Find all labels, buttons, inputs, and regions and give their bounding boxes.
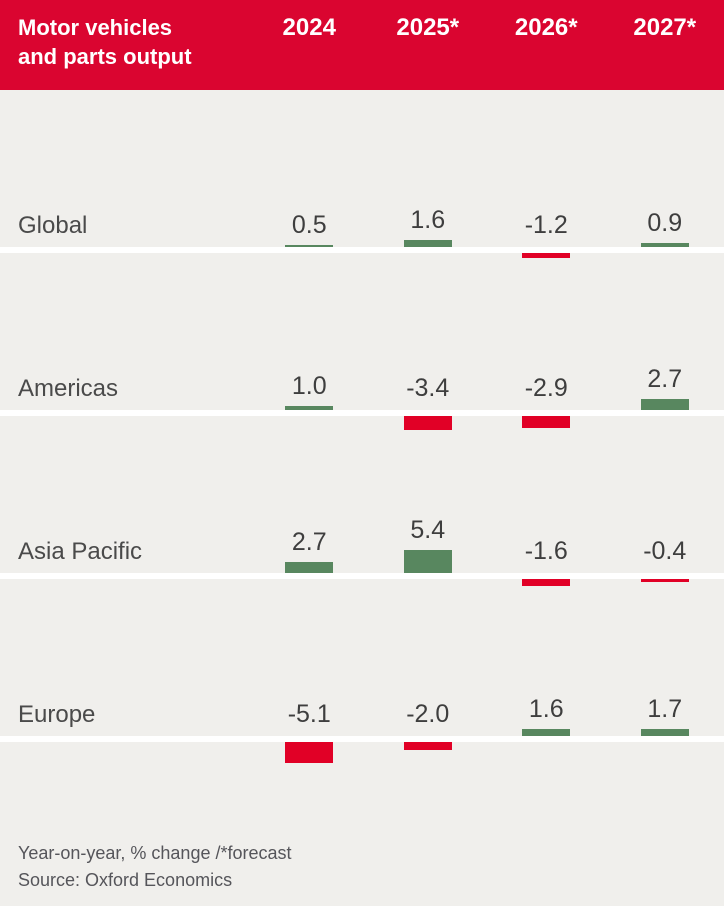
value-cell: -1.6 xyxy=(487,416,606,586)
negative-bar xyxy=(403,416,452,431)
chart-footer: Year-on-year, % change /*forecast Source… xyxy=(18,840,292,894)
region-cells: 1.0 -3.4 -2.9 2.7 xyxy=(250,253,724,431)
value-label: -5.1 xyxy=(287,700,331,728)
value-cell: 1.6 xyxy=(487,579,606,742)
region-cells: -5.1 -2.0 1.6 1.7 xyxy=(250,579,724,764)
value-label: 1.6 xyxy=(528,695,564,724)
column-header: 2027* xyxy=(633,14,697,41)
value-label: 1.0 xyxy=(291,371,327,400)
positive-bar xyxy=(285,561,334,573)
value-label: -2.9 xyxy=(524,374,568,402)
value-cell: 0.5 xyxy=(250,90,369,253)
value-label: 2.7 xyxy=(647,364,683,393)
positive-bar xyxy=(285,244,334,247)
positive-bar xyxy=(522,729,571,736)
column-header: 2025* xyxy=(396,14,460,41)
chart-header: Motor vehicles and parts output 2024 2025… xyxy=(0,0,724,90)
chart-title: Motor vehicles and parts output xyxy=(0,0,250,71)
chart-body: Global 0.5 1.6 -1.2 0.9 Americas 1.0 -3.4 -2.9 2.… xyxy=(0,90,724,764)
value-cell: -2.9 xyxy=(487,253,606,429)
value-label: 2.7 xyxy=(291,527,327,556)
zero-baseline xyxy=(0,247,724,253)
value-label: 5.4 xyxy=(410,516,446,545)
value-label: 0.9 xyxy=(647,209,683,238)
region-row: Global 0.5 1.6 -1.2 0.9 xyxy=(0,90,724,259)
chart-title-line1: Motor vehicles xyxy=(18,15,173,40)
column-headers: 2024 2025* 2026* 2027* xyxy=(250,0,724,42)
zero-baseline xyxy=(0,736,724,742)
region-cells: 0.5 1.6 -1.2 0.9 xyxy=(250,90,724,259)
value-label: 0.5 xyxy=(291,210,327,239)
value-label: -1.2 xyxy=(524,211,568,239)
value-label: 1.6 xyxy=(410,206,446,235)
positive-bar xyxy=(403,550,452,573)
column-header: 2024 xyxy=(282,14,336,41)
value-label: -0.4 xyxy=(643,537,687,565)
value-cell: 1.6 xyxy=(369,90,488,253)
column-header: 2026* xyxy=(514,14,578,41)
negative-bar xyxy=(522,416,571,429)
value-label: -2.0 xyxy=(406,700,450,728)
negative-bar xyxy=(522,253,571,259)
value-label: -3.4 xyxy=(406,374,450,402)
chart-title-line2: and parts output xyxy=(18,44,192,69)
negative-bar xyxy=(285,742,334,764)
value-cell: 2.7 xyxy=(250,416,369,579)
positive-bar xyxy=(285,405,334,410)
value-cell: 1.0 xyxy=(250,253,369,416)
value-cell: -3.4 xyxy=(369,253,488,431)
positive-bar xyxy=(640,243,689,247)
value-cell: 0.9 xyxy=(606,90,724,253)
negative-bar xyxy=(522,579,571,586)
value-cell: -0.4 xyxy=(606,416,724,582)
region-label: Americas xyxy=(18,375,119,402)
value-cell: 2.7 xyxy=(606,253,724,416)
zero-baseline xyxy=(0,410,724,416)
region-label: Global xyxy=(18,212,88,239)
value-cell: -5.1 xyxy=(250,579,369,764)
positive-bar xyxy=(403,240,452,247)
value-label: 1.7 xyxy=(647,694,683,723)
region-row: Europe -5.1 -2.0 1.6 1.7 xyxy=(0,579,724,764)
positive-bar xyxy=(640,728,689,736)
value-label: -1.6 xyxy=(524,537,568,565)
region-label: Europe xyxy=(18,701,96,728)
negative-bar xyxy=(640,579,689,582)
region-cells: 2.7 5.4 -1.6 -0.4 xyxy=(250,416,724,586)
negative-bar xyxy=(403,742,452,751)
region-row: Americas 1.0 -3.4 -2.9 2.7 xyxy=(0,253,724,431)
positive-bar xyxy=(640,398,689,410)
value-cell: 5.4 xyxy=(369,416,488,579)
value-cell: -1.2 xyxy=(487,90,606,259)
region-row: Asia Pacific 2.7 5.4 -1.6 -0.4 xyxy=(0,416,724,586)
chart-note: Year-on-year, % change /*forecast xyxy=(18,843,292,863)
value-cell: 1.7 xyxy=(606,579,724,742)
chart-source: Source: Oxford Economics xyxy=(18,870,233,890)
value-cell: -2.0 xyxy=(369,579,488,751)
region-label: Asia Pacific xyxy=(18,538,143,565)
zero-baseline xyxy=(0,573,724,579)
